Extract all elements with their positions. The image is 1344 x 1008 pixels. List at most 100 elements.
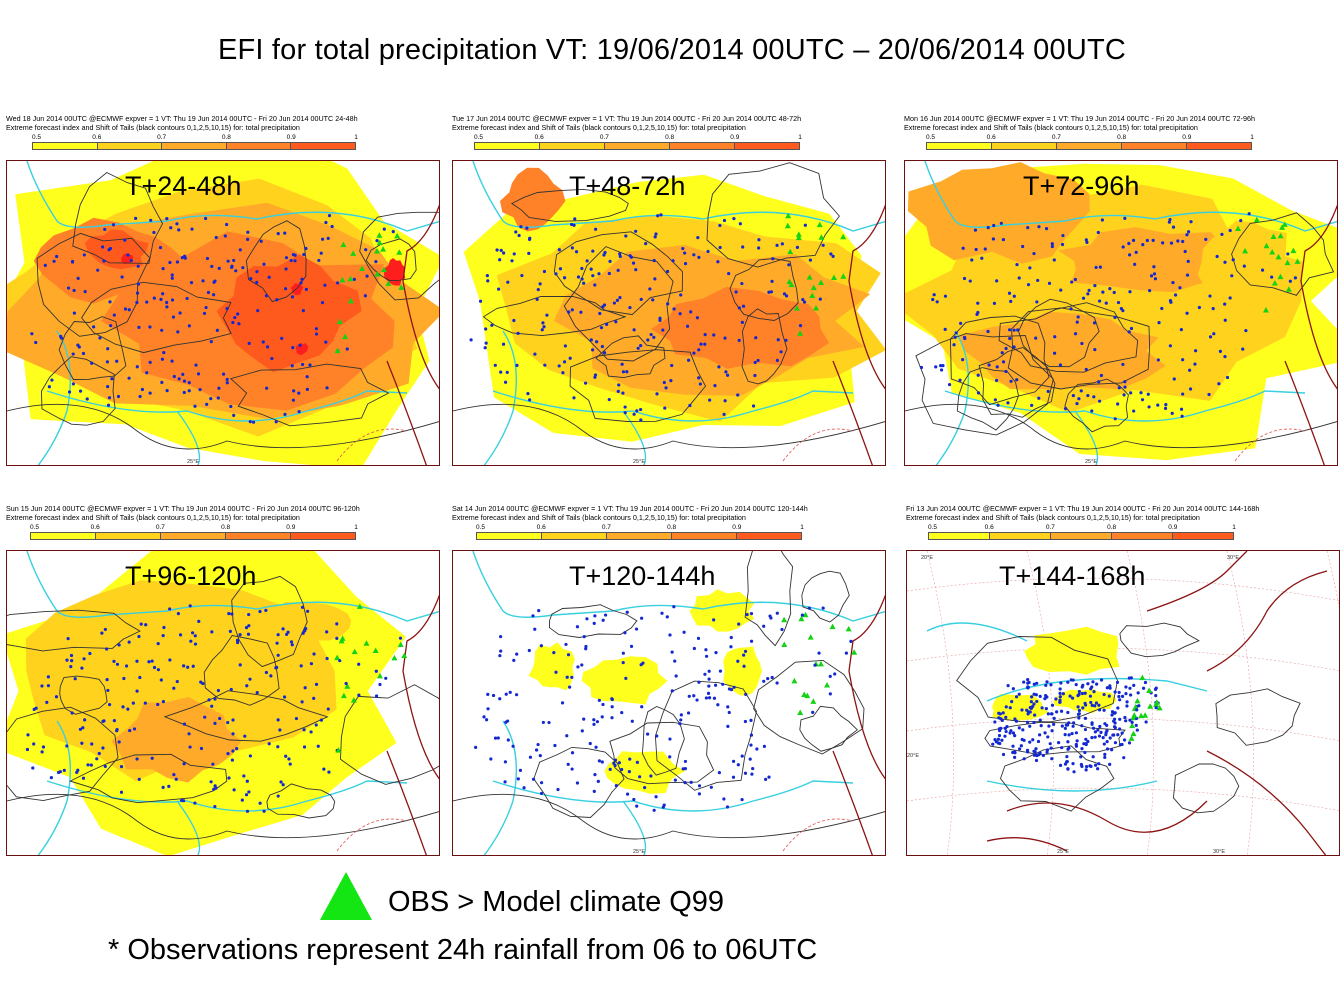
obs-q99-triangle xyxy=(791,677,798,684)
obs-dot xyxy=(565,734,569,738)
obs-dot xyxy=(754,336,758,340)
obs-dot xyxy=(1131,238,1136,243)
obs-dot xyxy=(533,627,537,631)
parallel-line xyxy=(907,787,1339,811)
obs-dot xyxy=(1003,734,1007,738)
obs-dot xyxy=(692,253,696,257)
obs-dot xyxy=(1157,321,1161,325)
efi-colorbar: 0.5 0.6 0.7 0.8 0.9 1 xyxy=(474,134,802,151)
obs-dot xyxy=(1113,721,1117,725)
obs-q99-triangle xyxy=(1275,253,1282,260)
contour-line xyxy=(905,403,1337,450)
panel-header: Fri 13 Jun 2014 00UTC @ECMWF expver = 1 … xyxy=(906,504,1260,522)
efi-shading xyxy=(7,551,406,855)
obs-dot xyxy=(1107,694,1111,698)
colorbar-tick: 0.7 xyxy=(599,134,609,141)
obs-dot xyxy=(1123,385,1127,389)
obs-dot xyxy=(511,744,515,748)
obs-dot xyxy=(131,701,135,705)
obs-dot xyxy=(589,338,593,342)
obs-dot xyxy=(560,701,565,705)
obs-dot xyxy=(202,311,207,316)
obs-dot xyxy=(168,658,172,662)
obs-dot xyxy=(1030,403,1034,407)
obs-q99-triangle xyxy=(359,265,366,272)
obs-dot xyxy=(1097,734,1102,738)
obs-dot xyxy=(1032,720,1036,725)
obs-q99-triangle xyxy=(840,273,847,279)
obs-dot xyxy=(49,776,53,780)
obs-q99-triangle xyxy=(396,249,403,255)
obs-dot xyxy=(161,699,166,704)
obs-dot xyxy=(304,626,308,631)
obs-dot xyxy=(593,375,597,379)
obs-dot xyxy=(103,627,107,632)
obs-dot xyxy=(1105,747,1110,751)
colorbar-segment xyxy=(542,533,607,539)
obs-dot xyxy=(203,216,208,221)
obs-dot xyxy=(225,306,229,311)
obs-dot xyxy=(1188,387,1193,391)
obs-dot xyxy=(678,312,682,316)
obs-dot xyxy=(335,622,339,626)
obs-dot xyxy=(648,287,652,291)
obs-dot xyxy=(119,765,124,769)
obs-q99-triangle xyxy=(845,625,852,632)
obs-dot xyxy=(1011,744,1015,748)
obs-dot xyxy=(658,318,662,322)
obs-dot xyxy=(655,734,659,738)
obs-dot xyxy=(1124,692,1128,696)
obs-dot xyxy=(126,253,130,257)
obs-dot xyxy=(136,282,141,286)
obs-dot xyxy=(128,728,132,733)
obs-dot xyxy=(106,403,111,407)
colorbar-segment xyxy=(1122,143,1187,149)
obs-dot xyxy=(302,252,306,257)
obs-dot xyxy=(297,391,301,395)
obs-dot xyxy=(1034,693,1038,697)
obs-dot xyxy=(1129,676,1133,680)
obs-dot xyxy=(276,232,280,236)
obs-dot xyxy=(1093,283,1097,288)
obs-dot xyxy=(352,277,356,281)
obs-dot xyxy=(1143,680,1148,685)
obs-dot xyxy=(600,344,604,349)
obs-dot xyxy=(306,609,310,613)
obs-dot xyxy=(210,630,214,634)
obs-dot xyxy=(614,783,618,788)
obs-dot xyxy=(591,249,595,253)
obs-dot xyxy=(698,382,702,386)
obs-dot xyxy=(1013,717,1017,721)
obs-dot xyxy=(595,720,600,724)
country-borders xyxy=(782,204,885,465)
contour-line xyxy=(7,793,439,840)
colorbar-segment xyxy=(161,533,226,539)
contour-line xyxy=(1231,212,1335,296)
obs-dot xyxy=(800,613,805,617)
obs-dot xyxy=(1185,273,1190,277)
obs-dot xyxy=(486,279,490,283)
obs-dot xyxy=(1058,687,1062,691)
obs-dot xyxy=(1110,713,1114,717)
obs-dot xyxy=(193,801,197,805)
obs-dot xyxy=(301,309,305,313)
obs-dot xyxy=(1129,693,1133,697)
obs-dot xyxy=(999,726,1003,731)
obs-dot xyxy=(983,247,987,251)
obs-dot xyxy=(147,660,151,664)
obs-dot xyxy=(828,674,832,678)
obs-q99-triangle xyxy=(817,660,824,667)
obs-dot xyxy=(543,363,547,367)
obs-dot xyxy=(1049,683,1053,687)
obs-dot xyxy=(1083,750,1087,755)
obs-dot xyxy=(652,808,656,812)
colorbar-segment xyxy=(477,533,542,539)
obs-dot xyxy=(319,251,323,255)
obs-dot xyxy=(1092,321,1097,325)
colorbar-tick: 0.5 xyxy=(474,134,484,141)
observations xyxy=(919,212,1301,421)
obs-dot xyxy=(1099,373,1104,378)
obs-dot xyxy=(508,690,512,694)
obs-dot xyxy=(1060,242,1065,247)
obs-dot xyxy=(69,653,74,658)
